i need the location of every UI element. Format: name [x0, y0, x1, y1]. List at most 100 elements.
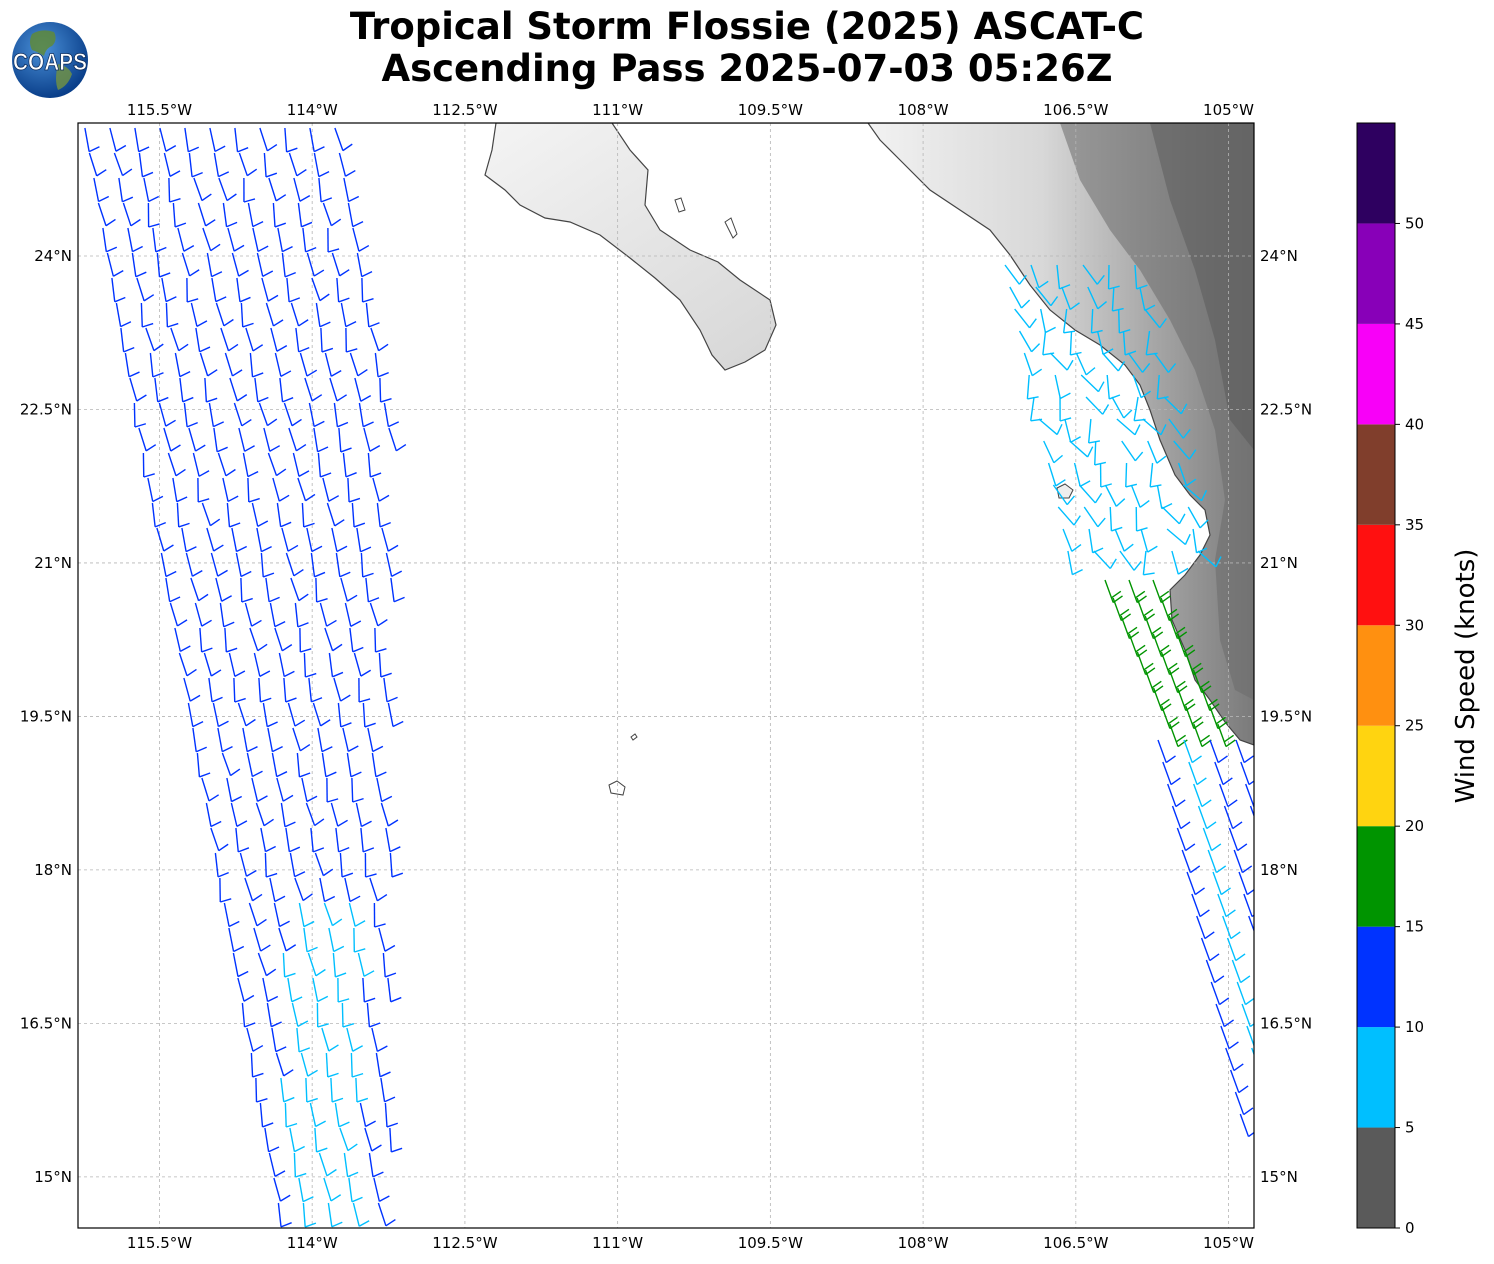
lat-tick-label-right: 19.5°N: [1260, 707, 1312, 725]
wind-barb: [1080, 374, 1105, 393]
wind-barb: [193, 177, 212, 202]
wind-barb: [1035, 286, 1059, 307]
lon-tick-label-top: 109.5°W: [738, 101, 803, 119]
wind-barb: [303, 652, 317, 678]
wind-barb: [355, 802, 372, 828]
wind-barb: [370, 327, 389, 352]
wind-barb: [1145, 330, 1158, 356]
wind-barb: [1241, 1003, 1254, 1028]
wind-barb: [383, 677, 398, 703]
wind-barb: [249, 627, 268, 652]
wind-barb: [272, 477, 290, 502]
wind-barb: [199, 627, 213, 653]
wind-barb: [149, 352, 164, 378]
wind-barb: [254, 377, 269, 403]
wind-barb: [165, 302, 179, 328]
wind-barb: [301, 777, 318, 803]
wind-barb: [292, 452, 310, 477]
wind-barb: [344, 877, 361, 903]
lat-tick-label-left: 15°N: [34, 1168, 72, 1186]
wind-barb: [1101, 352, 1126, 372]
wind-barb: [219, 877, 232, 903]
wind-barb: [289, 852, 306, 878]
wind-barb: [1225, 1047, 1244, 1072]
wind-barb: [1219, 783, 1238, 808]
wind-barb: [371, 752, 387, 778]
wind-barb: [260, 827, 276, 853]
wind-barb: [176, 502, 190, 528]
wind-barb: [1181, 849, 1201, 874]
wind-barb: [358, 402, 374, 428]
wind-barb: [167, 452, 186, 477]
wind-barb: [259, 127, 278, 152]
wind-barb: [1191, 893, 1210, 918]
wind-barb: [327, 227, 340, 253]
wind-barb: [259, 1102, 274, 1128]
colorbar-tick-label: 30: [1405, 616, 1424, 634]
wind-barb: [242, 727, 258, 753]
wind-barb: [1139, 286, 1156, 312]
wind-barb: [1186, 871, 1205, 896]
wind-barb: [1104, 484, 1126, 507]
wind-barb: [313, 427, 329, 453]
wind-barb: [1134, 264, 1148, 290]
wind-barb: [337, 702, 352, 728]
colorbar-tick-label: 35: [1405, 516, 1424, 534]
wind-barb: [354, 377, 372, 402]
wind-barb: [217, 452, 236, 477]
wind-barb: [318, 177, 333, 203]
colorbar-bin: [1357, 524, 1395, 626]
wind-barb: [1052, 484, 1075, 506]
wind-barb: [1193, 783, 1212, 808]
wind-barb: [273, 1177, 291, 1202]
wind-barb: [328, 652, 344, 678]
colorbar-bin: [1357, 323, 1395, 425]
wind-barb: [281, 252, 296, 278]
wind-barb: [228, 927, 245, 953]
wind-barb: [344, 602, 362, 628]
wind-barb: [1030, 264, 1049, 289]
wind-barb: [326, 502, 345, 527]
wind-barb: [1207, 849, 1227, 874]
wind-barb: [258, 677, 272, 703]
wind-barb: [1157, 739, 1176, 764]
wind-barb: [283, 677, 297, 703]
wind-barb: [1009, 286, 1031, 309]
wind-barb: [1116, 418, 1141, 436]
wind-barb: [373, 902, 386, 928]
wind-barb: [197, 202, 216, 227]
wind-barb: [213, 427, 228, 453]
wind-barb: [184, 127, 200, 153]
wind-barb: [133, 402, 147, 428]
wind-barb: [375, 1052, 391, 1078]
wind-barb: [255, 1077, 268, 1103]
wind-barb: [296, 1027, 311, 1053]
wind-barb: [262, 977, 279, 1003]
wind-barb: [347, 477, 361, 503]
wind-barb: [322, 477, 340, 502]
wind-barb: [1182, 484, 1208, 502]
wind-barb: [289, 1127, 305, 1153]
wind-barb: [302, 1202, 317, 1228]
wind-barb: [215, 577, 232, 602]
wind-barb: [299, 352, 318, 377]
wind-barb: [350, 1052, 364, 1078]
wind-barb: [1106, 374, 1121, 400]
wind-barb: [281, 527, 299, 552]
colorbar-tick-label: 20: [1405, 817, 1424, 835]
wind-barb: [371, 1027, 388, 1052]
wind-barb: [1200, 937, 1220, 962]
wind-barb: [165, 577, 181, 603]
wind-barb: [1171, 805, 1191, 830]
lon-ticks-top: 115.5°W 114°W 112.5°W 111°W 109.5°W 108°W 106.…: [127, 101, 1254, 119]
wind-barb: [360, 827, 375, 853]
wind-barb: [324, 352, 342, 377]
wind-barb: [118, 177, 134, 203]
wind-barb: [314, 1127, 328, 1153]
wind-barb: [1235, 739, 1254, 764]
wind-barb: [192, 727, 207, 753]
wind-barb: [1132, 374, 1151, 399]
wind-barb: [93, 177, 110, 203]
wind-barb: [315, 302, 331, 328]
wind-barb: [339, 852, 354, 878]
